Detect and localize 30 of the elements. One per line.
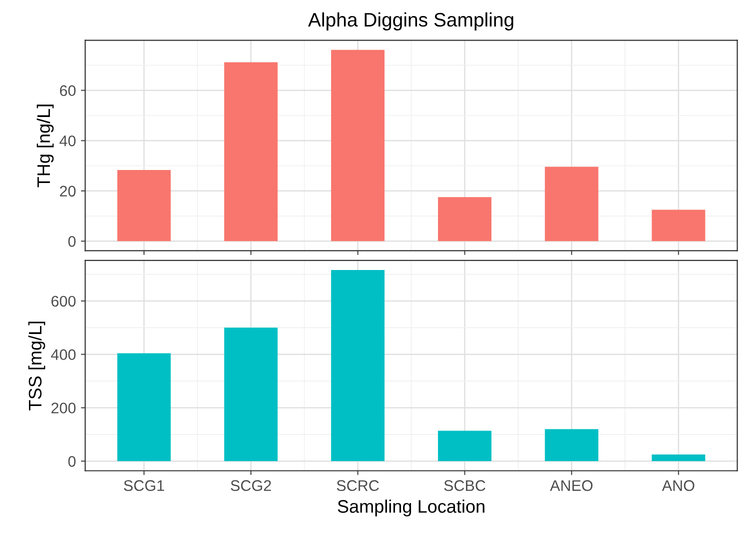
x-tick-label: ANO bbox=[662, 480, 694, 491]
y-tick-label: 60 bbox=[60, 85, 76, 96]
bar bbox=[117, 170, 171, 242]
bar bbox=[438, 197, 492, 242]
y-tick-label: 400 bbox=[51, 349, 76, 360]
x-tick-label: SCG2 bbox=[230, 480, 271, 491]
y-tick-label: 200 bbox=[51, 402, 76, 414]
bar bbox=[331, 270, 385, 462]
y-axis-title: THg [ng/L] bbox=[36, 104, 54, 188]
x-tick-label: SCBC bbox=[444, 480, 486, 491]
y-tick-label: 0 bbox=[68, 236, 76, 247]
bar bbox=[117, 353, 171, 462]
y-tick-label: 600 bbox=[51, 296, 76, 307]
y-tick-label: 0 bbox=[68, 456, 76, 467]
bar bbox=[544, 166, 598, 242]
bar bbox=[224, 62, 278, 242]
x-axis-title: Sampling Location bbox=[338, 500, 484, 516]
chart-title: Alpha Diggins Sampling bbox=[308, 12, 514, 30]
bar bbox=[224, 328, 278, 462]
bar bbox=[438, 430, 492, 462]
bar bbox=[652, 210, 706, 242]
bar bbox=[331, 50, 385, 242]
x-tick-label: SCG1 bbox=[124, 480, 164, 491]
bar bbox=[544, 429, 598, 462]
x-tick-label: SCRC bbox=[336, 480, 379, 491]
y-axis-title: TSS [mg/L] bbox=[28, 322, 46, 410]
bar bbox=[652, 454, 706, 462]
y-tick-label: 20 bbox=[60, 186, 76, 197]
y-tick-label: 40 bbox=[60, 135, 76, 146]
x-tick-label: ANEO bbox=[550, 480, 593, 491]
